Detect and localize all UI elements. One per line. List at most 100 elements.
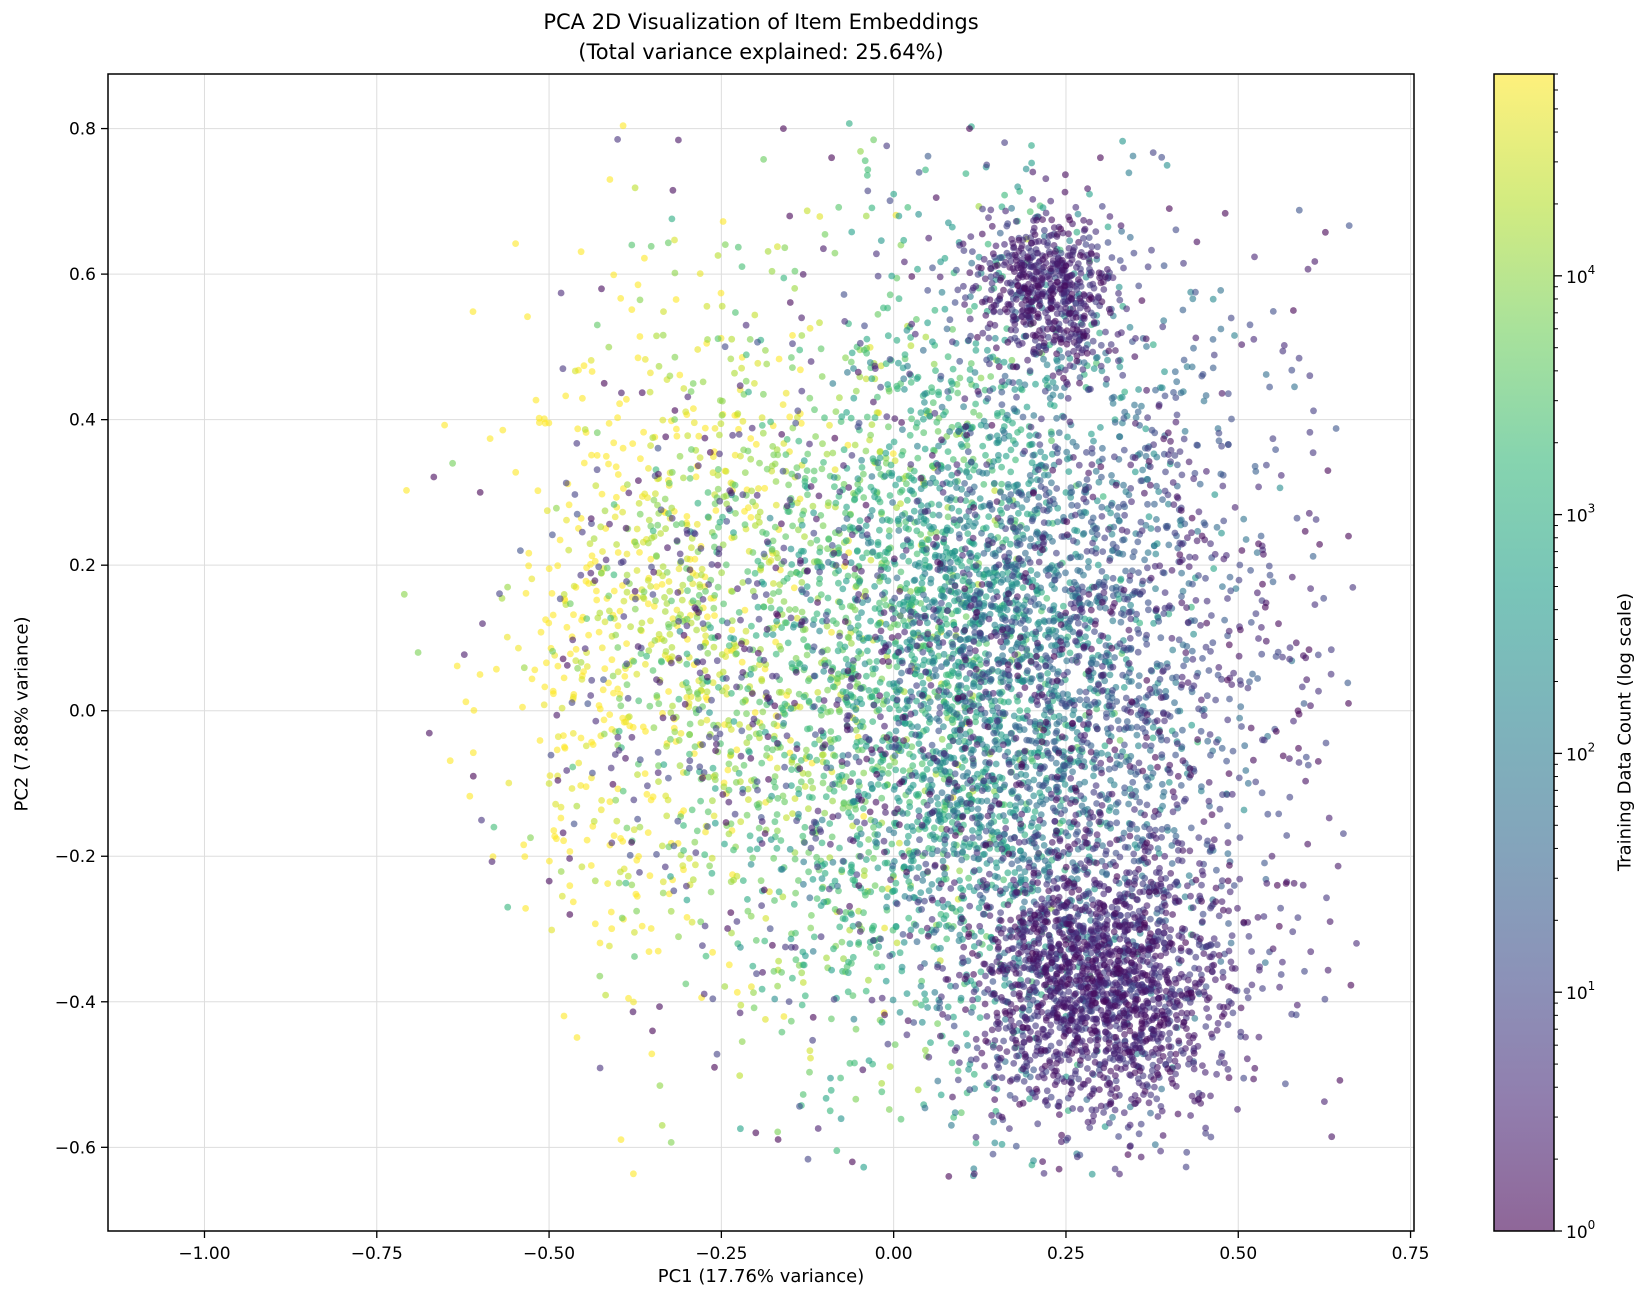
scatter-point — [532, 396, 540, 404]
scatter-point — [780, 719, 788, 727]
scatter-point — [805, 677, 812, 685]
scatter-point — [955, 738, 963, 746]
scatter-point — [956, 374, 964, 382]
scatter-point — [733, 709, 741, 717]
scatter-point — [1143, 783, 1151, 791]
scatter-point — [972, 519, 979, 527]
scatter-point — [512, 468, 520, 476]
scatter-point — [948, 223, 956, 231]
scatter-point — [895, 359, 902, 367]
scatter-point — [1030, 1157, 1037, 1165]
scatter-point — [615, 879, 623, 887]
scatter-point — [1036, 745, 1043, 752]
scatter-point — [1165, 500, 1172, 508]
scatter-point — [913, 419, 921, 427]
scatter-point — [1033, 571, 1041, 578]
scatter-point — [903, 990, 911, 997]
scatter-point — [985, 513, 993, 520]
scatter-point — [570, 693, 577, 701]
scatter-point — [868, 693, 876, 700]
scatter-point — [545, 780, 553, 787]
scatter-point — [870, 487, 878, 495]
scatter-point — [987, 373, 995, 380]
scatter-point — [946, 428, 953, 435]
scatter-point — [612, 631, 620, 639]
scatter-point — [768, 792, 775, 800]
scatter-point — [791, 795, 799, 802]
scatter-point — [1004, 481, 1012, 488]
scatter-point — [588, 368, 596, 375]
scatter-point — [931, 989, 939, 996]
scatter-point — [907, 407, 915, 415]
scatter-point — [730, 846, 737, 854]
scatter-point — [667, 735, 674, 743]
scatter-point — [770, 720, 778, 728]
scatter-point — [829, 617, 837, 625]
scatter-point — [655, 700, 663, 708]
scatter-point — [644, 577, 652, 584]
scatter-point — [836, 923, 844, 931]
scatter-point — [504, 583, 511, 591]
scatter-point — [982, 593, 990, 600]
scatter-point — [659, 331, 667, 339]
scatter-point — [897, 612, 904, 620]
scatter-point — [1111, 419, 1119, 426]
scatter-point — [1014, 183, 1022, 191]
scatter-point — [962, 730, 970, 738]
scatter-point — [546, 857, 553, 865]
scatter-point — [1029, 757, 1036, 765]
scatter-point — [566, 882, 574, 890]
scatter-point — [931, 306, 939, 314]
scatter-point — [714, 583, 722, 591]
scatter-point — [918, 1018, 926, 1026]
scatter-point — [884, 770, 892, 777]
scatter-point — [684, 684, 692, 692]
scatter-point — [869, 718, 877, 725]
scatter-point — [799, 832, 807, 840]
scatter-point — [1014, 697, 1021, 705]
scatter-point — [1086, 820, 1093, 828]
scatter-point — [671, 269, 679, 277]
scatter-point — [598, 797, 605, 804]
scatter-point — [549, 647, 556, 655]
scatter-point — [745, 796, 752, 803]
scatter-point — [573, 802, 581, 810]
scatter-point — [835, 579, 842, 587]
scatter-point — [828, 966, 835, 974]
scatter-point — [980, 502, 988, 510]
scatter-point — [957, 732, 964, 740]
scatter-point — [761, 484, 769, 492]
scatter-point — [757, 877, 765, 885]
scatter-point — [868, 204, 876, 212]
scatter-point — [553, 504, 560, 512]
scatter-point — [578, 676, 586, 683]
scatter-point — [702, 587, 709, 595]
scatter-point — [1108, 710, 1116, 718]
scatter-point — [1021, 677, 1028, 684]
scatter-point — [641, 490, 649, 498]
scatter-point — [719, 668, 727, 676]
scatter-point — [712, 507, 720, 514]
scatter-point — [964, 530, 972, 537]
scatter-point — [788, 766, 795, 773]
scatter-point — [997, 506, 1004, 514]
scatter-point — [731, 451, 739, 459]
scatter-point — [913, 316, 920, 323]
scatter-point — [731, 481, 739, 489]
scatter-point — [864, 647, 871, 655]
scatter-point — [850, 797, 857, 805]
scatter-point — [800, 858, 808, 866]
scatter-point — [753, 845, 761, 853]
scatter-point — [782, 451, 790, 458]
scatter-point — [647, 555, 655, 563]
scatter-point — [863, 335, 871, 343]
scatter-point — [1160, 788, 1168, 796]
scatter-point — [557, 803, 565, 811]
scatter-point — [624, 481, 631, 488]
scatter-point — [864, 792, 872, 800]
scatter-point — [868, 473, 876, 480]
scatter-point — [724, 766, 732, 774]
scatter-point — [645, 948, 653, 955]
scatter-point — [954, 421, 962, 429]
scatter-point — [908, 743, 916, 751]
